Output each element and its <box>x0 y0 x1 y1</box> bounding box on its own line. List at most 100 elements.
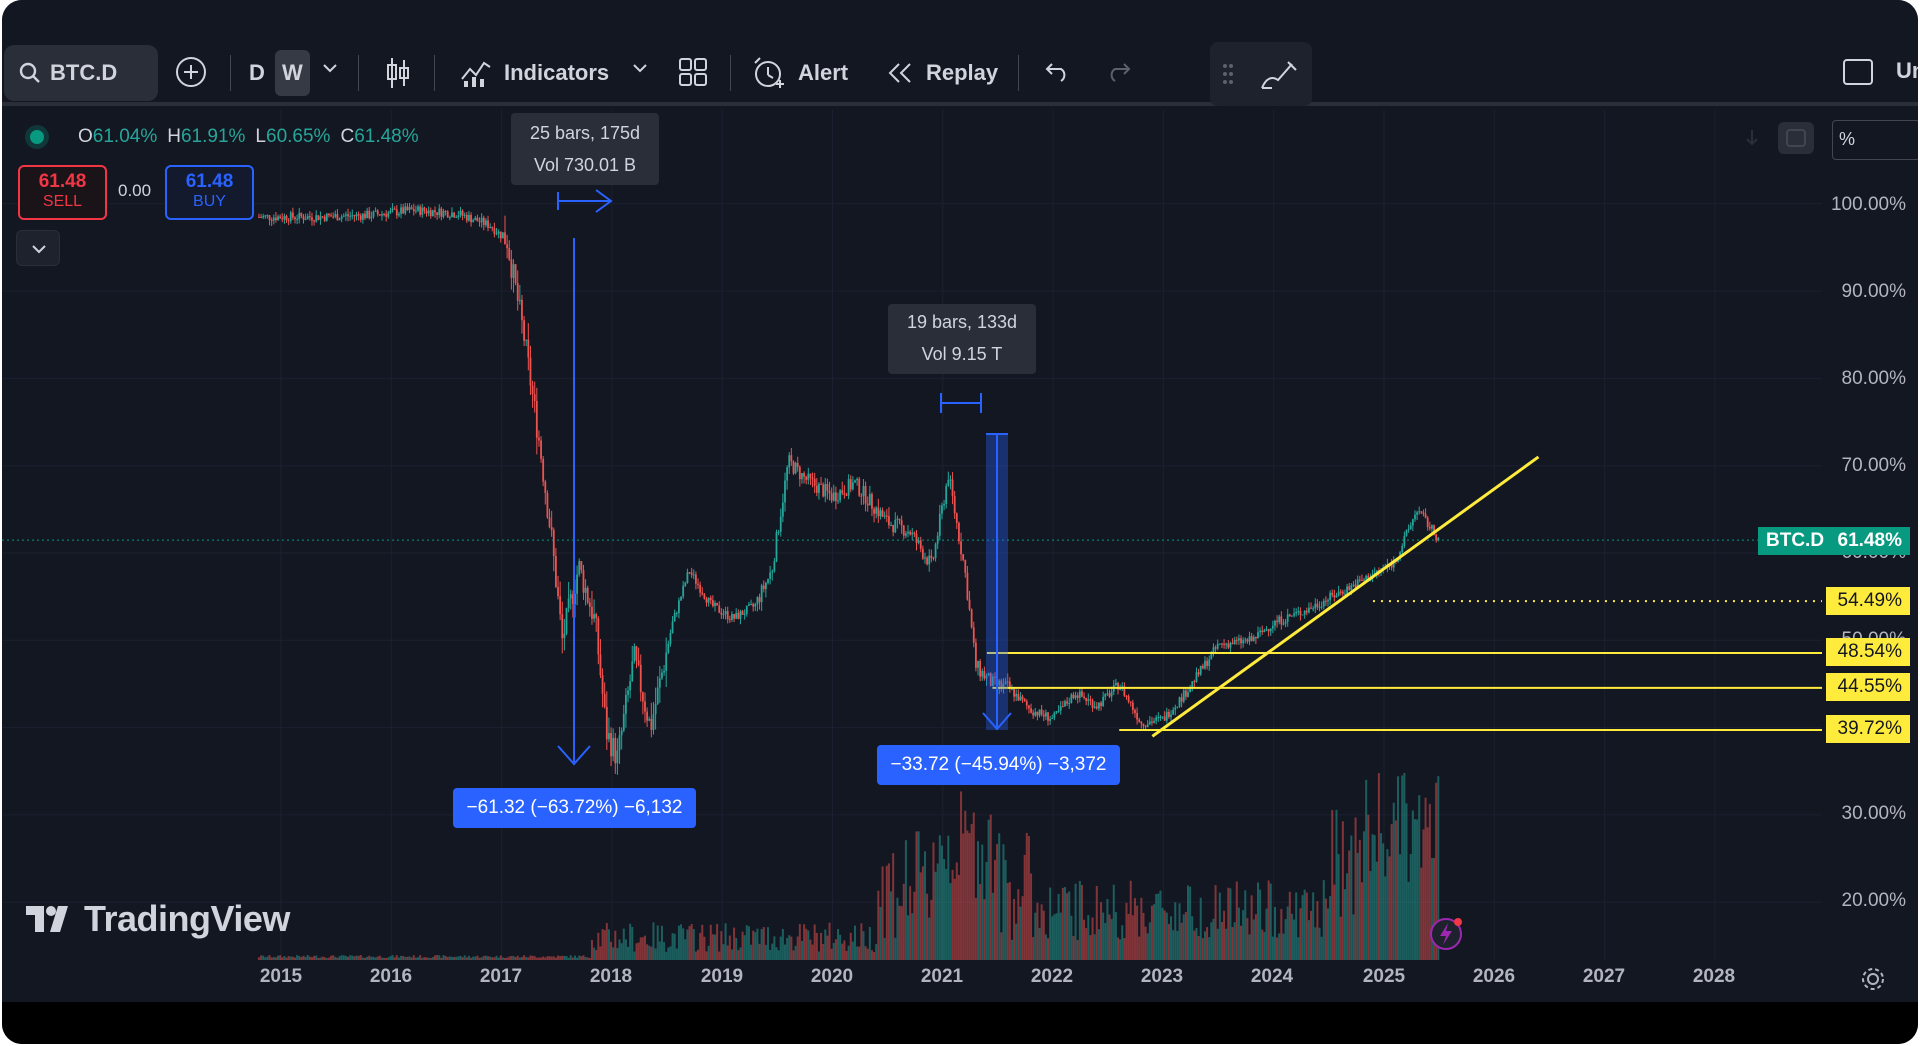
scale-mode-input[interactable]: % <box>1832 120 1918 160</box>
volume-bar <box>1167 923 1170 960</box>
volume-bar <box>325 957 328 960</box>
volume-bar <box>512 956 515 960</box>
volume-bar <box>716 923 719 960</box>
volume-bar <box>1354 817 1357 960</box>
volume-bar <box>928 917 931 960</box>
timeframe-day-button[interactable]: D <box>242 50 272 96</box>
symbol-search-button[interactable]: BTC.D <box>4 45 158 101</box>
candle-body <box>1189 687 1192 693</box>
candle-body <box>714 602 716 607</box>
volume-bar <box>262 955 265 960</box>
volume-bar <box>809 939 812 960</box>
volume-bar <box>981 844 984 960</box>
price-chart[interactable] <box>2 110 1918 992</box>
timeframe-week-button[interactable]: W <box>275 50 310 96</box>
unnamed-menu-cut[interactable]: Un <box>1896 58 1918 84</box>
indicators-button[interactable]: Indicators <box>460 52 609 94</box>
download-icon[interactable] <box>1740 124 1764 152</box>
settings-gear-icon[interactable] <box>1860 966 1886 992</box>
volume-bar <box>582 955 585 960</box>
timeframe-dropdown-button[interactable] <box>322 62 338 74</box>
volume-bar <box>957 874 960 960</box>
compare-symbol-button[interactable] <box>174 55 208 89</box>
buy-button[interactable]: 61.48 BUY <box>165 165 254 220</box>
volume-bar <box>378 955 381 960</box>
drawing-toolbar-handle[interactable] <box>1210 42 1312 106</box>
candle-body <box>262 216 265 218</box>
measure-tooltip-2: 19 bars, 133d Vol 9.15 T <box>888 304 1036 374</box>
candle-body <box>1339 591 1342 593</box>
volume-bar <box>1252 919 1255 960</box>
candle-body <box>599 654 602 676</box>
volume-bar <box>260 955 263 960</box>
candle-body <box>639 664 642 693</box>
lightning-alert-icon[interactable] <box>1428 916 1464 952</box>
high-value: 61.91% <box>180 126 246 147</box>
volume-bar <box>614 930 617 960</box>
timeframe-day-label: D <box>249 60 265 85</box>
sell-button[interactable]: 61.48 SELL <box>18 165 107 220</box>
candle-body <box>561 614 564 639</box>
sell-price: 61.48 <box>38 171 87 192</box>
volume-bar <box>1129 880 1132 960</box>
candle-body <box>400 207 402 214</box>
fullscreen-button[interactable] <box>1842 58 1874 86</box>
volume-bar <box>563 955 566 960</box>
volume-bar <box>1335 809 1338 960</box>
volume-bar <box>327 957 330 960</box>
volume-bar <box>332 955 335 960</box>
candle-body <box>673 612 676 622</box>
volume-bar <box>909 886 912 960</box>
volume-bar <box>775 947 778 960</box>
volume-bars <box>257 772 1440 960</box>
candle-body <box>907 531 909 534</box>
volume-bar <box>1240 925 1243 960</box>
layout-button[interactable] <box>678 57 708 87</box>
candle-body <box>383 214 385 216</box>
indicators-dropdown-button[interactable] <box>632 62 648 74</box>
volume-bar <box>1006 883 1009 960</box>
candle-body <box>325 213 328 221</box>
volume-bar <box>561 955 564 960</box>
candle-body <box>1426 517 1429 527</box>
camera-icon[interactable] <box>1776 120 1816 156</box>
candle-body <box>529 357 532 386</box>
alert-button[interactable]: Alert <box>752 52 848 94</box>
volume-bar <box>1097 929 1100 960</box>
candle-body <box>1206 660 1208 667</box>
volume-bar <box>843 940 846 960</box>
candle-body <box>440 208 443 217</box>
price-axis-label: 30.00% <box>1841 803 1906 824</box>
candle-body <box>1303 610 1306 615</box>
candle-body <box>1089 699 1092 701</box>
candle-body <box>970 609 973 628</box>
volume-bar <box>652 922 655 960</box>
legend-collapse-button[interactable] <box>16 230 60 266</box>
candle-body <box>453 212 455 218</box>
volume-bar <box>427 957 430 960</box>
volume-bar <box>635 943 638 960</box>
candle-body <box>296 219 299 221</box>
volume-bar <box>1430 858 1433 960</box>
undo-button[interactable] <box>1044 59 1072 83</box>
candle-body <box>1085 697 1088 702</box>
candle-body <box>457 215 460 218</box>
volume-bar <box>1229 888 1232 960</box>
volume-bar <box>1203 931 1206 960</box>
candle-body <box>917 540 920 543</box>
volume-bar <box>1180 922 1183 960</box>
candle-body <box>465 214 468 221</box>
candle-body <box>1208 659 1211 667</box>
candle-body <box>372 211 375 217</box>
candle-body <box>754 604 757 607</box>
volume-bar <box>419 955 422 960</box>
replay-button[interactable]: Replay <box>886 52 998 94</box>
volume-bar <box>433 955 436 960</box>
chart-type-button[interactable] <box>384 56 412 90</box>
volume-bar <box>1220 921 1223 960</box>
candle-body <box>533 394 536 402</box>
redo-button[interactable] <box>1104 59 1132 83</box>
candle-body <box>1102 696 1105 706</box>
volume-bar <box>618 939 621 960</box>
volume-bar <box>1416 819 1419 960</box>
